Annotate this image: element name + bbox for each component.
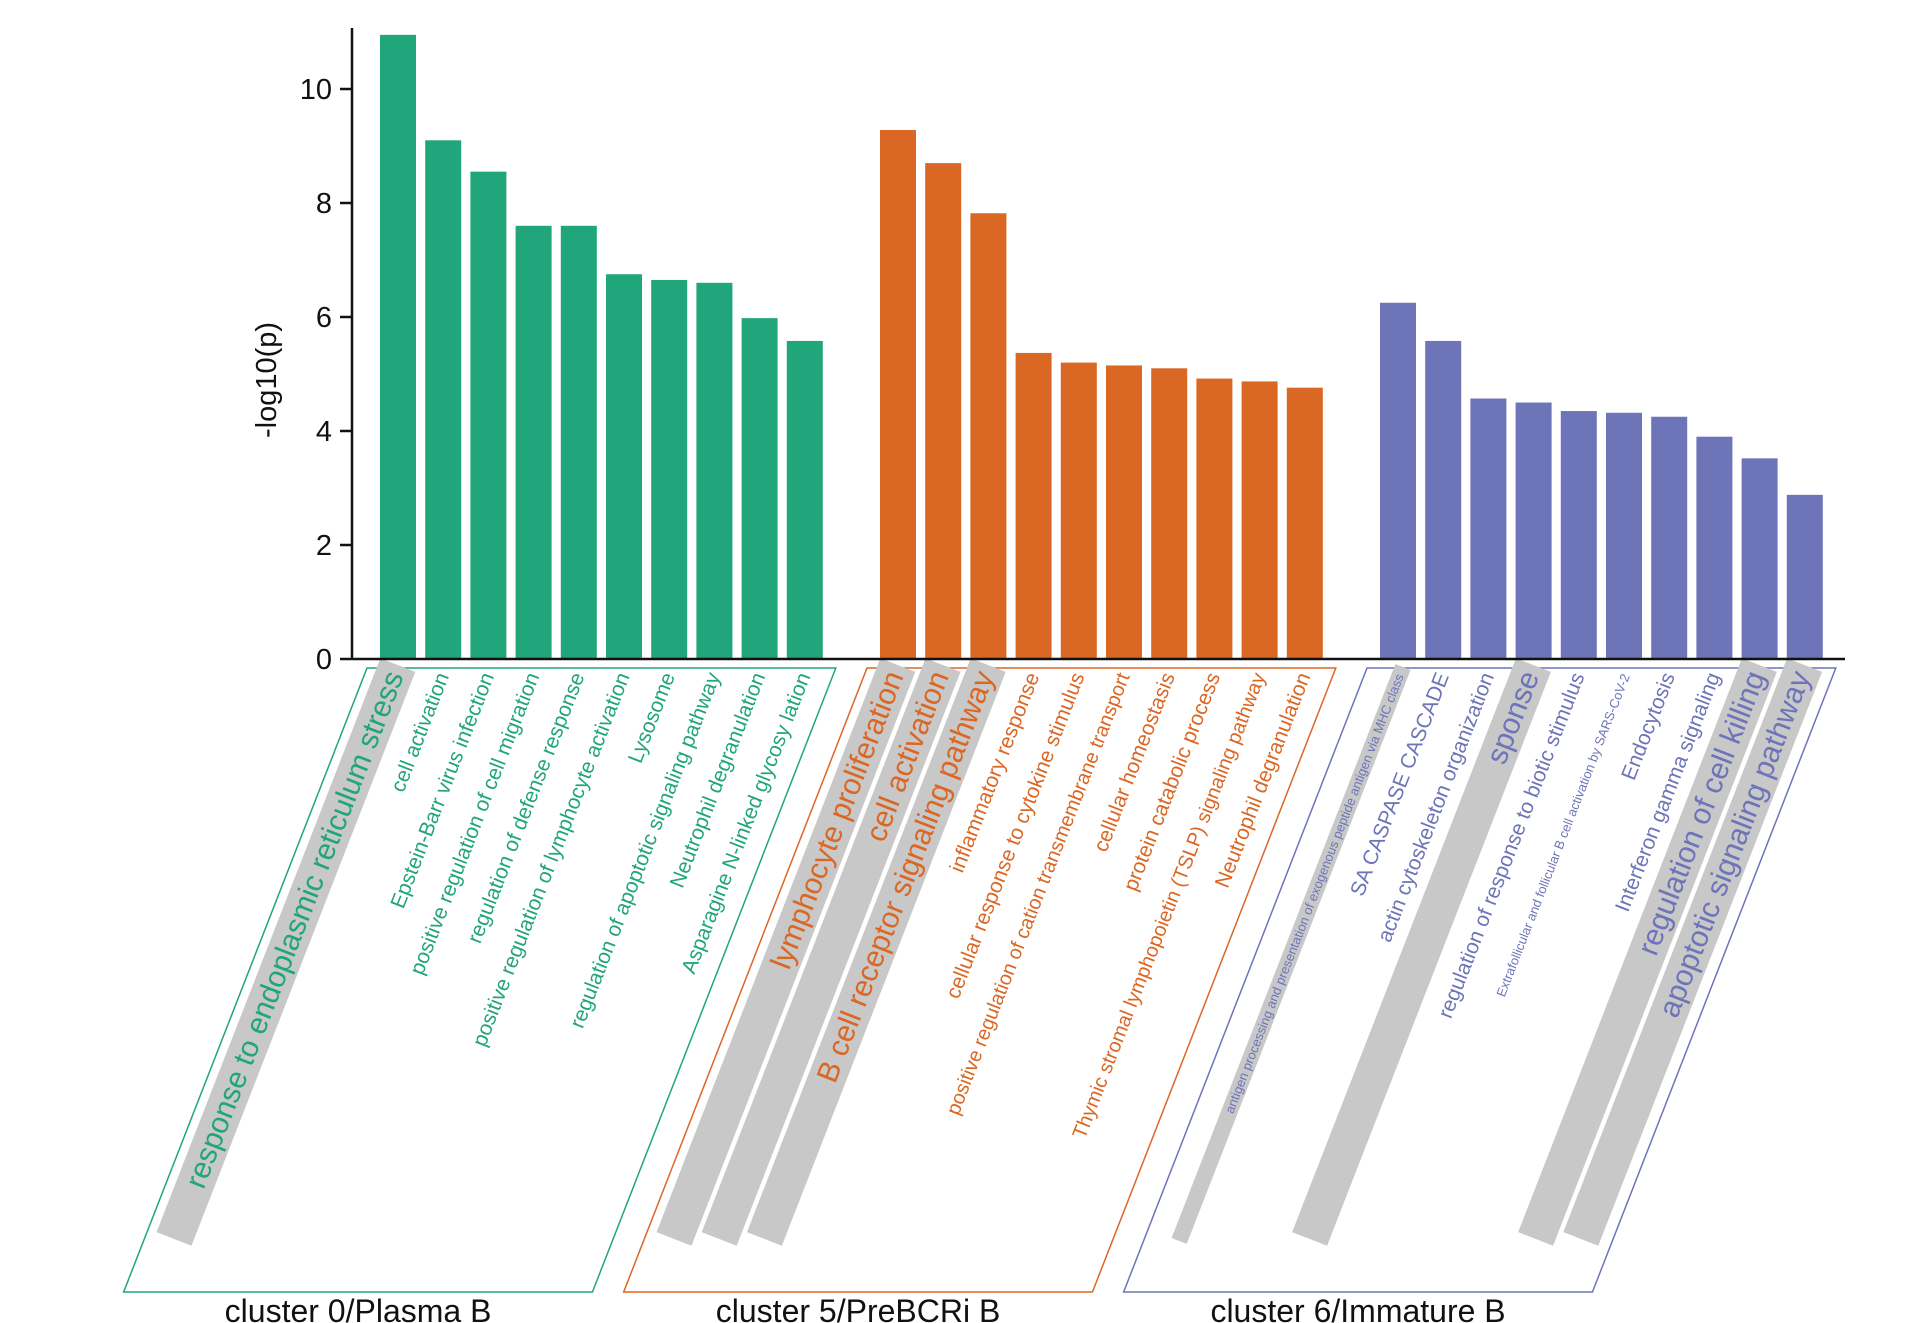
bar [1015, 352, 1052, 659]
term-highlight [1292, 658, 1551, 1246]
bar [1515, 402, 1552, 659]
y-tick-label: 4 [316, 416, 332, 448]
bars-layer [380, 34, 1823, 660]
cluster-label-box [622, 667, 1337, 1293]
bar [1286, 387, 1323, 659]
bar [1060, 362, 1097, 659]
bar [1151, 368, 1188, 659]
bar [1560, 411, 1597, 659]
cluster-name-label: cluster 6/Immature B [1210, 1293, 1505, 1323]
bar [1241, 381, 1278, 659]
bar [560, 225, 597, 660]
bar [1106, 365, 1142, 659]
bar [1651, 416, 1688, 659]
term-label-group: response to endoplasmic reticulum stress [156, 658, 416, 1246]
axes-layer: -log10(p) 0 2 4 6 8 10 [251, 28, 1845, 676]
bar [470, 171, 507, 659]
term-highlight [1171, 664, 1411, 1244]
bar [1741, 458, 1778, 659]
bar [1196, 378, 1233, 659]
y-tick-label: 6 [316, 302, 332, 334]
bar [925, 163, 962, 659]
y-axis-title: -log10(p) [251, 322, 283, 438]
y-tick-label: 2 [316, 530, 332, 562]
bar [1606, 412, 1642, 659]
term-labels-layer: cluster 0/Plasma B response to endoplasmi… [122, 658, 1837, 1323]
term-highlight [1563, 658, 1823, 1246]
bar [1786, 494, 1823, 659]
bar [380, 34, 416, 660]
bar [1470, 398, 1507, 659]
bar [741, 318, 778, 659]
cluster-label-box [1122, 667, 1837, 1293]
term-highlight [1518, 658, 1777, 1246]
term-highlight [701, 658, 961, 1246]
bar [606, 274, 642, 659]
bar [515, 225, 552, 660]
cluster-label-box [122, 667, 837, 1293]
bar [1380, 302, 1416, 659]
y-tick-label: 10 [300, 74, 332, 106]
term-label: response to endoplasmic reticulum stress [179, 667, 410, 1193]
bar [786, 340, 823, 659]
term-highlight [746, 658, 1006, 1246]
bar [1425, 340, 1462, 659]
term-label-group: antigen processing and presentation of e… [1171, 664, 1411, 1244]
bar [425, 140, 462, 660]
bar [880, 130, 916, 660]
bar [970, 213, 1007, 659]
term-highlight [656, 658, 916, 1246]
bar [651, 279, 688, 659]
cluster-name-label: cluster 0/Plasma B [225, 1293, 492, 1323]
y-tick-label: 8 [316, 188, 332, 220]
cluster-name-label: cluster 5/PreBCRi B [716, 1293, 1001, 1323]
bar [696, 282, 733, 659]
bar [1696, 436, 1733, 659]
term-highlight [156, 658, 416, 1246]
y-tick-label: 0 [316, 644, 332, 676]
